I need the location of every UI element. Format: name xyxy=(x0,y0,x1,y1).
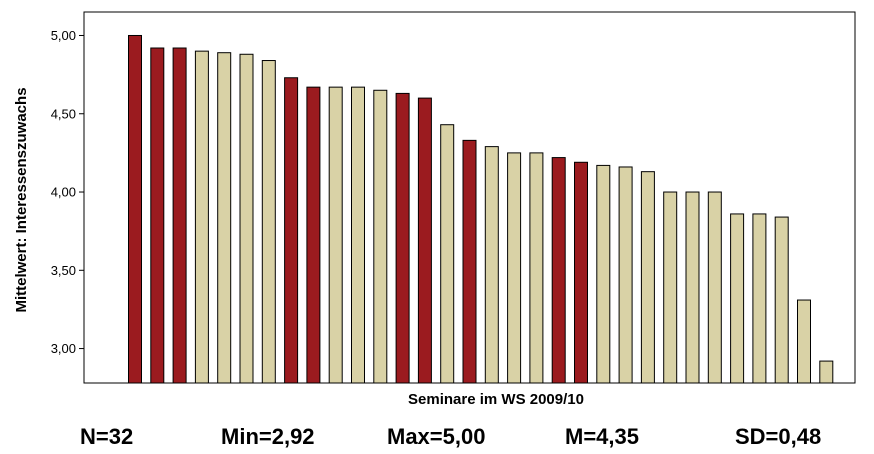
bar xyxy=(640,171,655,384)
y-axis-title: Mittelwert: Interessenszuwachs xyxy=(13,87,30,312)
y-tick-label: 3,50 xyxy=(51,263,76,278)
stat-min: Min=2,92 xyxy=(221,424,315,449)
summary-statistics: N=32 Min=2,92 Max=5,00 M=4,35 SD=0,48 xyxy=(0,424,874,454)
bar xyxy=(351,86,365,384)
bar xyxy=(774,216,789,384)
stat-mean: M=4,35 xyxy=(565,424,639,449)
bar-chart: 3,00 3,50 4,00 4,50 5,00 Mittelwert: Interes… xyxy=(13,11,856,408)
bar xyxy=(685,191,700,384)
y-tick-label: 5,00 xyxy=(51,28,76,43)
bar xyxy=(328,86,343,384)
bar xyxy=(529,152,544,384)
bar xyxy=(618,166,633,384)
bars xyxy=(128,34,834,384)
y-tick-label: 4,50 xyxy=(51,106,76,121)
bar xyxy=(306,86,321,384)
bar xyxy=(239,53,254,384)
bar xyxy=(261,60,276,384)
bar xyxy=(730,213,745,384)
bar xyxy=(596,164,611,384)
bar xyxy=(284,77,299,384)
x-axis-title: Seminare im WS 2009/10 xyxy=(408,391,584,408)
bar xyxy=(462,139,477,384)
bar xyxy=(150,47,165,384)
bar xyxy=(574,161,588,384)
bar xyxy=(440,124,455,384)
bar xyxy=(797,299,811,384)
stat-max: Max=5,00 xyxy=(387,424,486,449)
bar xyxy=(752,213,767,384)
y-tick-label: 4,00 xyxy=(51,185,76,200)
bar xyxy=(484,146,499,384)
bar xyxy=(663,191,678,384)
bar xyxy=(507,152,522,384)
bar xyxy=(551,157,566,384)
bar xyxy=(373,89,388,384)
bar xyxy=(128,34,142,384)
bar xyxy=(707,191,722,384)
y-axis-ticks: 3,00 3,50 4,00 4,50 5,00 xyxy=(51,28,84,356)
bar xyxy=(819,360,834,384)
bar xyxy=(395,92,410,384)
stat-sd: SD=0,48 xyxy=(735,424,822,449)
bar xyxy=(217,52,232,384)
bar xyxy=(417,97,432,384)
stat-n: N=32 xyxy=(80,424,134,449)
bar xyxy=(172,47,187,384)
y-tick-label: 3,00 xyxy=(51,341,76,356)
bar xyxy=(194,50,209,384)
